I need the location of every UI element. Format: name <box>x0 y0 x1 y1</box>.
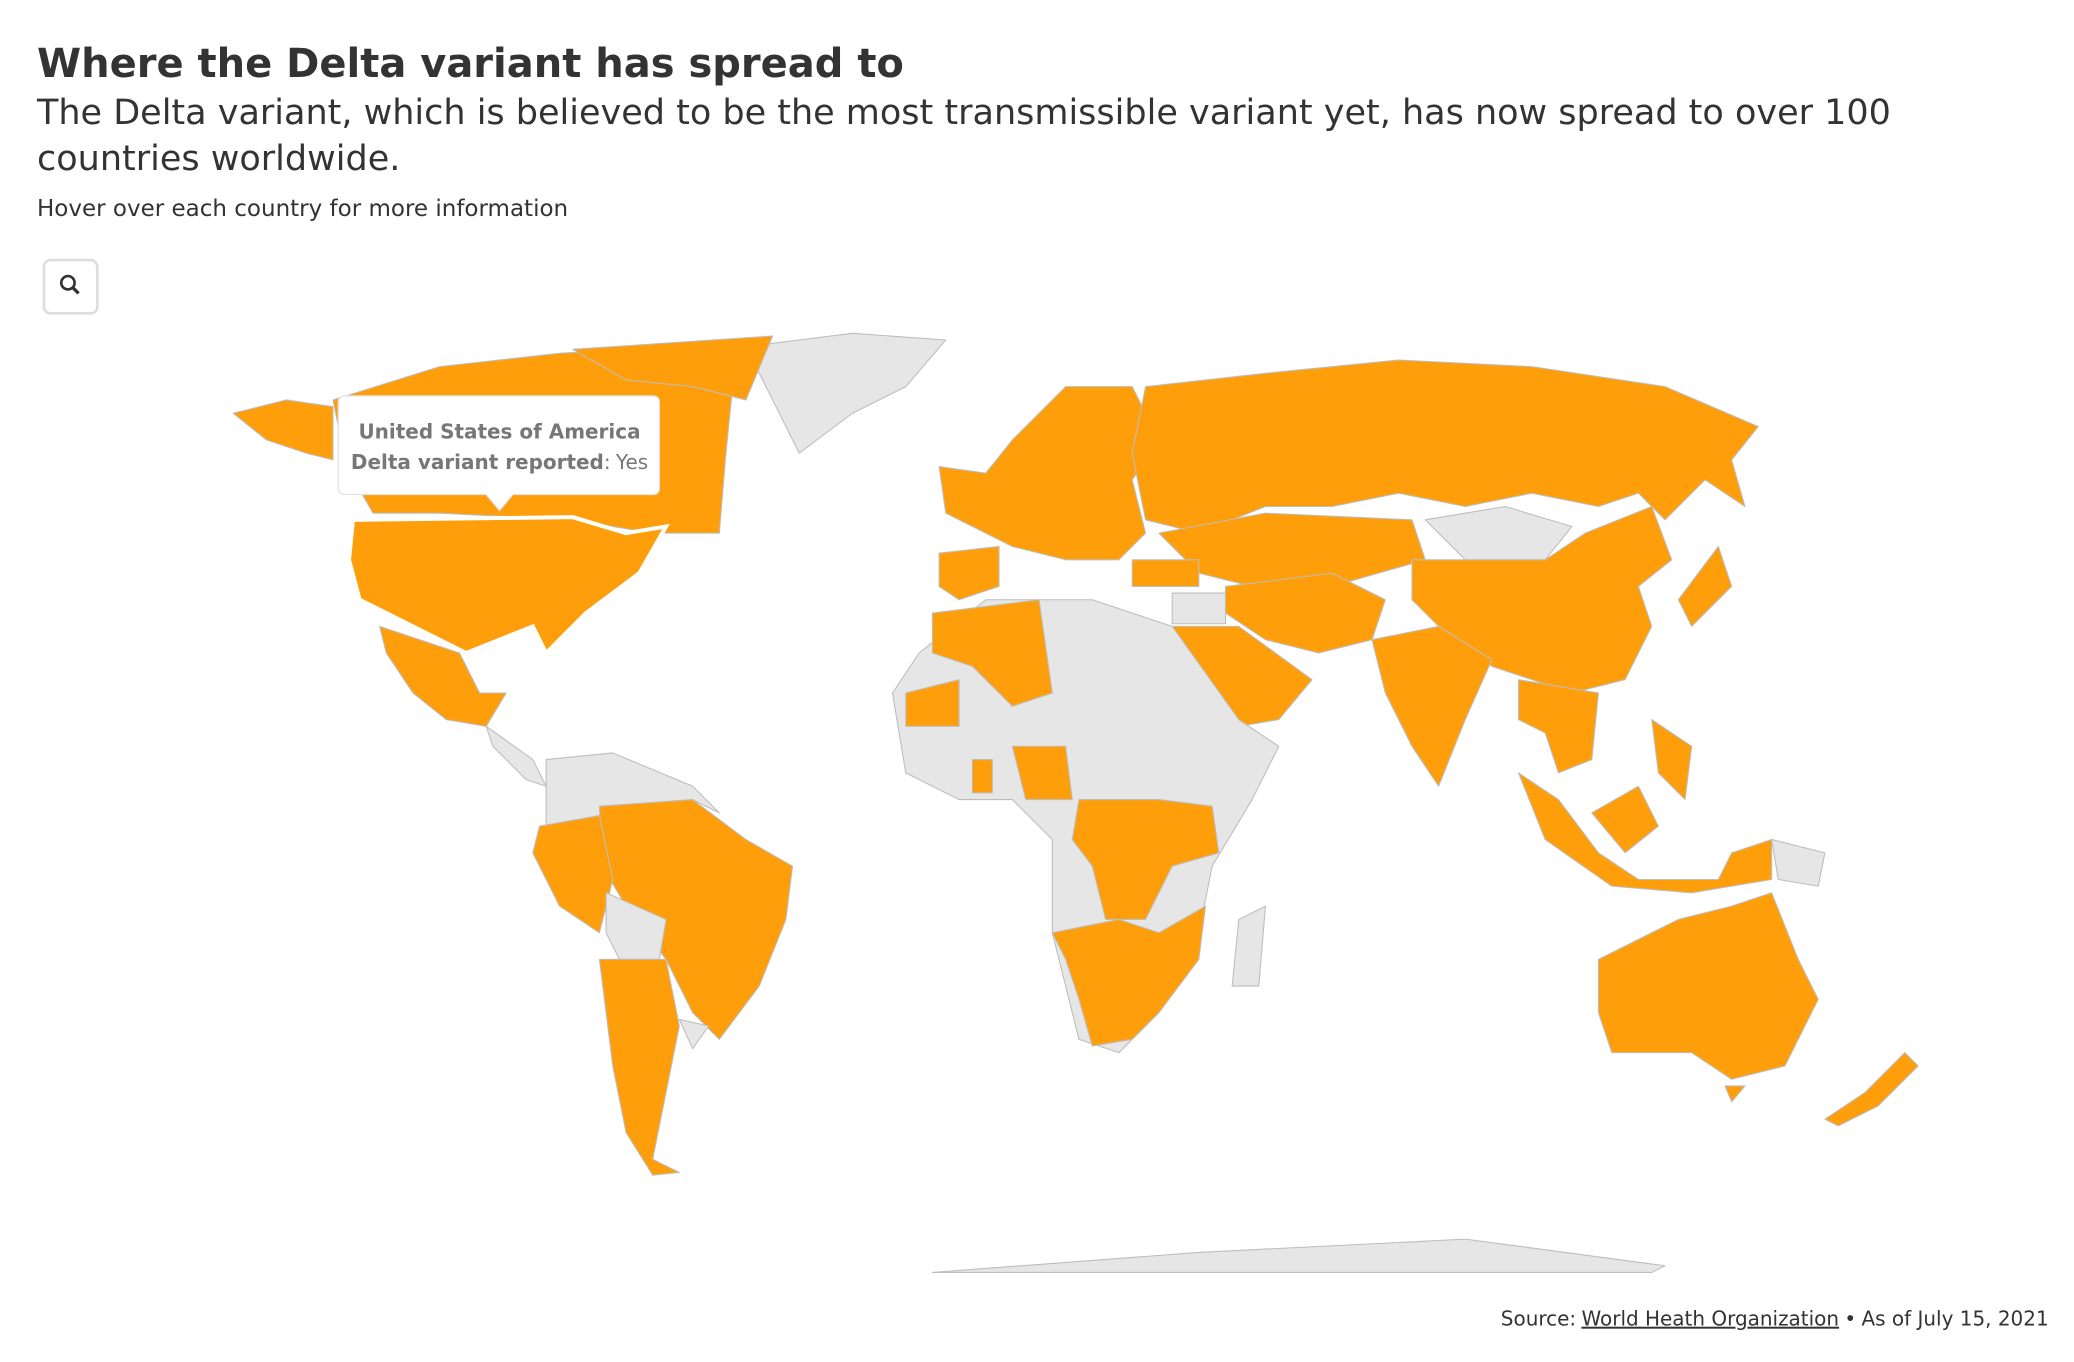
country[interactable] <box>1651 719 1693 801</box>
source-link[interactable]: World Heath Organization <box>1581 1307 1839 1331</box>
country[interactable] <box>1071 799 1220 920</box>
country[interactable] <box>971 759 993 794</box>
country[interactable] <box>1518 679 1599 774</box>
tooltip-field: Delta variant reported <box>351 450 604 474</box>
countries <box>232 332 1919 1273</box>
search-button[interactable] <box>42 258 99 315</box>
tooltip-separator: : <box>604 450 611 474</box>
country[interactable] <box>598 958 680 1176</box>
country[interactable] <box>678 1018 710 1050</box>
country[interactable] <box>532 815 614 934</box>
country[interactable] <box>1424 505 1573 561</box>
country[interactable] <box>1771 838 1826 887</box>
country[interactable] <box>938 386 1160 561</box>
subtitle: The Delta variant, which is believed to … <box>37 93 1891 179</box>
country[interactable] <box>931 599 1053 707</box>
header: Where the Delta variant has spread to Th… <box>37 38 1997 222</box>
tooltip-line: Delta variant reported: Yes <box>351 450 648 474</box>
title: Where the Delta variant has spread to <box>37 41 904 87</box>
tooltip-value: Yes <box>615 450 648 474</box>
tooltip-country: United States of America <box>358 420 640 444</box>
country-highlighted[interactable] <box>346 515 670 657</box>
country[interactable] <box>1051 905 1207 1047</box>
country[interactable] <box>1724 1085 1746 1103</box>
country[interactable] <box>1158 512 1426 587</box>
country[interactable] <box>1518 772 1773 894</box>
source-label: Source: <box>1501 1307 1576 1331</box>
country[interactable] <box>1131 559 1200 587</box>
tooltip: United States of America Delta variant r… <box>337 395 661 512</box>
source: Source: World Heath Organization • As of Ju… <box>1501 1307 2049 1331</box>
instruction: Hover over each country for more informa… <box>37 196 569 222</box>
country[interactable] <box>1677 545 1733 627</box>
country[interactable] <box>1231 905 1266 987</box>
country[interactable] <box>1011 745 1073 801</box>
country[interactable] <box>931 1238 1666 1273</box>
country[interactable] <box>1224 572 1386 654</box>
country[interactable] <box>1597 892 1819 1080</box>
country[interactable] <box>938 545 1000 601</box>
country[interactable] <box>485 725 547 787</box>
country[interactable] <box>1171 592 1227 625</box>
country[interactable] <box>1824 1052 1919 1127</box>
country[interactable] <box>745 332 947 454</box>
source-note: As of July 15, 2021 <box>1861 1307 2048 1331</box>
country[interactable] <box>232 399 334 461</box>
country[interactable] <box>1591 785 1659 854</box>
country[interactable] <box>572 335 774 401</box>
tooltip-box <box>337 395 661 512</box>
country[interactable] <box>905 679 960 727</box>
country[interactable] <box>1371 625 1493 787</box>
source-bullet: • <box>1844 1307 1856 1331</box>
country[interactable] <box>1131 359 1759 534</box>
